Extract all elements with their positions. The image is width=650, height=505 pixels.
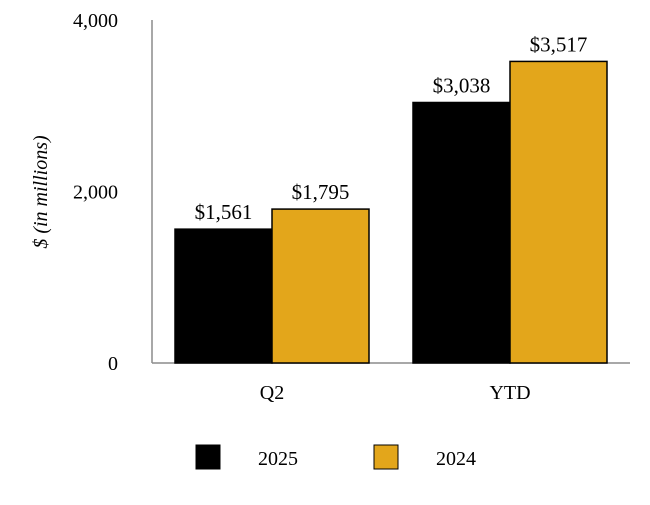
- category-labels: Q2 YTD: [260, 382, 531, 404]
- legend-label-2024: 2024: [436, 448, 476, 470]
- category-label-ytd: YTD: [489, 382, 530, 404]
- y-tick-label: 0: [108, 353, 118, 375]
- data-label-2025-q2: $1,561: [195, 200, 253, 224]
- y-tick-label: 4,000: [73, 10, 118, 32]
- bar-2024-q2: [271, 208, 370, 364]
- y-tick-label: 2,000: [73, 182, 118, 204]
- data-label-2025-ytd: $3,038: [433, 73, 491, 97]
- bar-2025-ytd: [412, 101, 511, 364]
- y-tick-labels: 0 2,000 4,000: [73, 10, 118, 375]
- data-label-2024-q2: $1,795: [292, 180, 350, 204]
- bar-2025-q2: [174, 228, 273, 364]
- y-axis-title: $ (in millions): [30, 135, 52, 249]
- legend: 2025 2024: [195, 444, 476, 470]
- legend-label-2025: 2025: [258, 448, 298, 470]
- legend-swatch-2025: [195, 444, 221, 470]
- bar-2024-ytd: [509, 60, 608, 364]
- data-label-2024-ytd: $3,517: [530, 32, 588, 56]
- category-label-q2: Q2: [260, 382, 284, 404]
- legend-swatch-2024: [373, 444, 399, 470]
- data-labels: $1,561 $1,795 $3,038 $3,517: [195, 32, 588, 224]
- bars: [174, 60, 608, 364]
